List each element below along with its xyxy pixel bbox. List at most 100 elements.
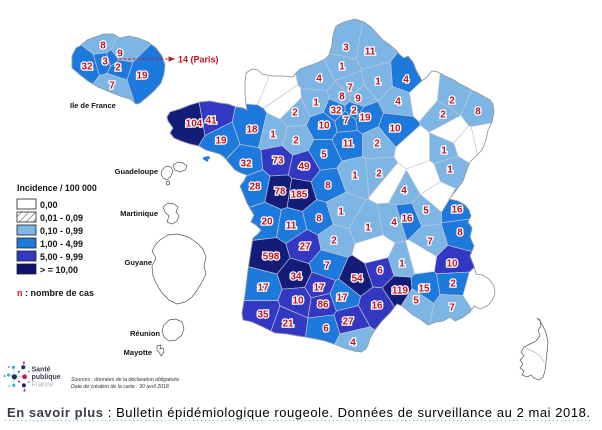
svg-text:8: 8 <box>316 214 322 225</box>
svg-text:6: 6 <box>323 324 329 335</box>
svg-text:Mayotte: Mayotte <box>124 348 152 357</box>
svg-text:10: 10 <box>318 121 330 132</box>
svg-text:17: 17 <box>257 283 269 294</box>
svg-text:En savoir plus : Bulletin épid: En savoir plus : Bulletin épidémiologiqu… <box>7 405 591 420</box>
svg-text:41: 41 <box>205 116 217 127</box>
svg-text:3: 3 <box>343 43 349 54</box>
svg-text:0,01 - 0,09: 0,01 - 0,09 <box>40 213 83 223</box>
svg-text:Guadeloupe: Guadeloupe <box>115 167 158 176</box>
svg-text:35: 35 <box>257 310 269 321</box>
svg-text:104: 104 <box>186 119 203 130</box>
svg-text:598: 598 <box>263 252 280 263</box>
svg-text:49: 49 <box>298 162 310 173</box>
svg-text:8: 8 <box>339 92 345 103</box>
svg-text:2: 2 <box>374 139 380 150</box>
svg-text:18: 18 <box>246 125 258 136</box>
svg-text:11: 11 <box>286 221 297 232</box>
svg-text:19: 19 <box>215 136 227 147</box>
svg-text:21: 21 <box>282 319 294 330</box>
svg-text:2: 2 <box>293 136 299 147</box>
svg-text:Incidence / 100 000: Incidence / 100 000 <box>17 183 97 193</box>
svg-text:16: 16 <box>451 205 463 216</box>
svg-text:2: 2 <box>331 236 337 247</box>
svg-text:4: 4 <box>350 338 356 349</box>
svg-text:6: 6 <box>377 266 383 277</box>
svg-text:1: 1 <box>365 223 371 234</box>
svg-text:0,10 - 0,99: 0,10 - 0,99 <box>40 226 83 236</box>
svg-text:1: 1 <box>399 259 405 270</box>
svg-text:10: 10 <box>446 259 458 270</box>
svg-text:8: 8 <box>475 107 481 118</box>
svg-text:27: 27 <box>342 317 354 328</box>
svg-text:119: 119 <box>392 286 409 297</box>
svg-text:7: 7 <box>427 237 433 248</box>
svg-text:28: 28 <box>249 182 261 193</box>
svg-text:32: 32 <box>81 62 93 73</box>
svg-text:4: 4 <box>391 218 397 229</box>
svg-text:n : nombre de cas: n : nombre de cas <box>17 288 94 298</box>
svg-text:France: France <box>32 382 54 389</box>
svg-text:1: 1 <box>313 98 319 109</box>
svg-text:1,00 - 4,99: 1,00 - 4,99 <box>40 239 83 249</box>
svg-text:19: 19 <box>136 71 148 82</box>
svg-text:1: 1 <box>338 207 344 218</box>
svg-text:4: 4 <box>395 97 401 108</box>
svg-text:78: 78 <box>274 187 286 198</box>
svg-text:> = 10,00: > = 10,00 <box>40 265 78 275</box>
svg-text:14 (Paris): 14 (Paris) <box>178 55 219 65</box>
svg-text:3: 3 <box>102 57 108 68</box>
svg-text:2: 2 <box>450 279 456 290</box>
svg-text:16: 16 <box>371 301 383 312</box>
svg-text:10: 10 <box>292 296 304 307</box>
svg-text:34: 34 <box>290 272 302 283</box>
svg-text:20: 20 <box>261 217 273 228</box>
svg-text:11: 11 <box>343 139 354 150</box>
svg-text:1: 1 <box>352 171 358 182</box>
svg-text:10: 10 <box>389 124 401 135</box>
svg-text:185: 185 <box>291 190 308 201</box>
svg-text:8: 8 <box>100 41 106 52</box>
svg-text:17: 17 <box>313 283 325 294</box>
svg-text:4: 4 <box>401 186 407 197</box>
svg-text:9: 9 <box>355 94 361 105</box>
svg-text:7: 7 <box>449 303 455 314</box>
svg-text:1: 1 <box>375 77 381 88</box>
svg-text:17: 17 <box>336 293 348 304</box>
svg-text:1: 1 <box>270 130 276 141</box>
svg-text:8: 8 <box>325 181 331 192</box>
svg-text:9: 9 <box>117 49 123 60</box>
svg-text:Ile de France: Ile de France <box>70 101 116 110</box>
svg-text:15: 15 <box>418 284 430 295</box>
svg-text:7: 7 <box>109 81 115 92</box>
svg-text:32: 32 <box>330 106 342 117</box>
svg-text:7: 7 <box>343 116 349 127</box>
svg-text:32: 32 <box>240 159 252 170</box>
svg-text:5,00 - 9,99: 5,00 - 9,99 <box>40 252 83 262</box>
svg-text:73: 73 <box>272 156 284 167</box>
svg-text:Réunion: Réunion <box>130 329 160 338</box>
svg-text:2: 2 <box>376 169 382 180</box>
svg-text:0,00: 0,00 <box>40 200 58 210</box>
svg-text:Date de création de la carte :: Date de création de la carte : 30 avril … <box>71 384 169 390</box>
svg-text:Martinique: Martinique <box>120 209 158 218</box>
svg-text:54: 54 <box>351 274 363 285</box>
svg-text:11: 11 <box>365 47 376 58</box>
svg-text:8: 8 <box>457 228 463 239</box>
svg-text:4: 4 <box>316 74 322 85</box>
svg-text:86: 86 <box>317 300 329 311</box>
svg-text:19: 19 <box>359 113 371 124</box>
svg-text:7: 7 <box>347 83 353 94</box>
svg-text:2: 2 <box>351 106 357 117</box>
svg-text:4: 4 <box>403 75 409 86</box>
svg-text:2: 2 <box>440 110 446 121</box>
svg-text:1: 1 <box>441 146 447 157</box>
svg-text:5: 5 <box>321 150 327 161</box>
svg-text:1: 1 <box>339 62 345 73</box>
svg-text:5: 5 <box>423 206 429 217</box>
svg-text:Sources : données de la déclar: Sources : données de la déclaration obli… <box>71 377 179 383</box>
svg-text:Santé: Santé <box>32 367 51 374</box>
svg-text:Guyane: Guyane <box>124 258 152 267</box>
svg-text:5: 5 <box>413 296 419 307</box>
svg-text:publique: publique <box>32 374 61 381</box>
svg-text:2: 2 <box>115 63 121 74</box>
